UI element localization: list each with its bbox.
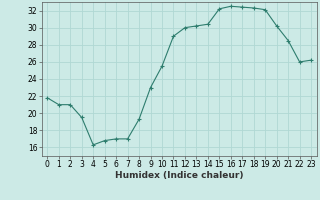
X-axis label: Humidex (Indice chaleur): Humidex (Indice chaleur) xyxy=(115,171,244,180)
